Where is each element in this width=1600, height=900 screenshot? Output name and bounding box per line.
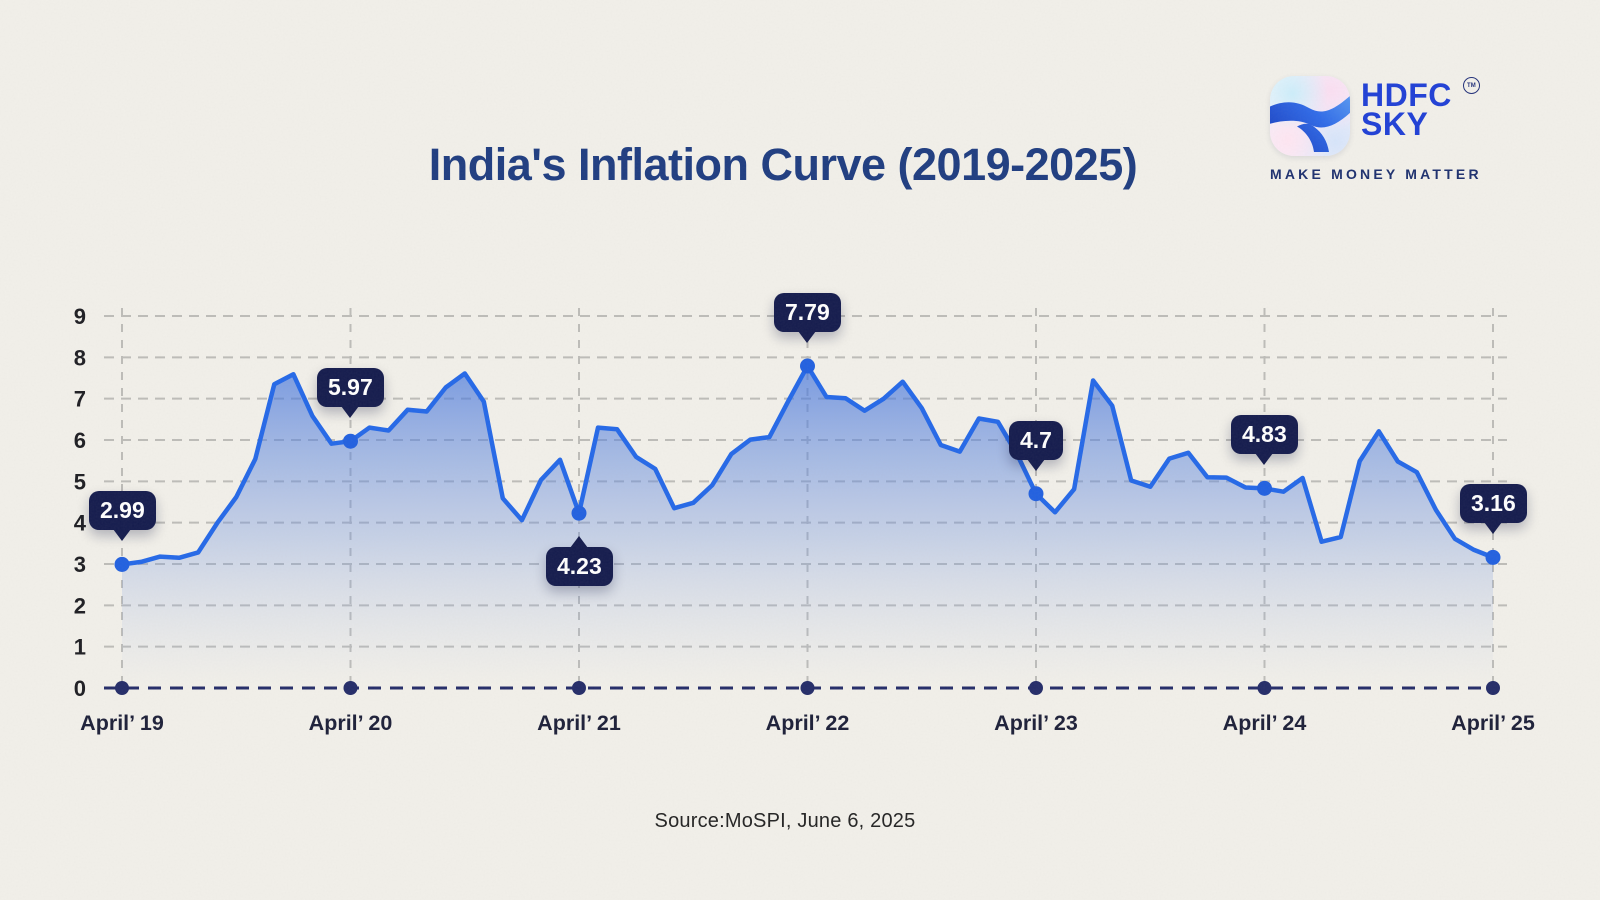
source-note: Source:MoSPI, June 6, 2025 [654, 810, 916, 832]
value-callout: 4.23 [546, 536, 613, 587]
x-tick-label: April’ 24 [1223, 711, 1307, 735]
callout-pointer [1255, 453, 1274, 466]
y-tick-label: 7 [74, 387, 86, 412]
data-point-dot [1485, 549, 1501, 565]
value-callout: 7.79 [774, 293, 841, 344]
x-axis-tick-dot [1257, 681, 1272, 695]
y-tick-label: 9 [74, 304, 86, 329]
value-callout-text: 4.83 [1242, 421, 1287, 447]
data-point-dot [571, 505, 587, 521]
y-tick-label: 3 [74, 552, 86, 577]
x-tick-label: April’ 19 [80, 711, 164, 735]
value-callout: 4.7 [1009, 421, 1063, 472]
x-axis-tick-dot [800, 681, 815, 695]
value-callout-text: 2.99 [100, 497, 145, 523]
value-callout-text: 5.97 [328, 374, 373, 400]
y-tick-label: 0 [74, 676, 86, 701]
x-axis-tick-dot [1029, 681, 1043, 695]
x-tick-label: April’ 22 [766, 711, 850, 735]
data-point-dot [1028, 486, 1044, 502]
value-callout: 2.99 [89, 491, 156, 542]
x-axis-tick-dot [1486, 681, 1500, 695]
data-point-dot [800, 358, 815, 374]
data-point-dot [1257, 480, 1272, 496]
series-layer [114, 358, 1501, 688]
data-point-dot [343, 433, 358, 449]
data-point-dot [114, 556, 130, 572]
x-tick-label: April’ 21 [537, 711, 621, 735]
y-tick-label: 6 [74, 428, 86, 453]
callout-pointer [1026, 459, 1045, 472]
value-callout: 4.83 [1231, 415, 1298, 466]
y-tick-label: 4 [74, 511, 87, 536]
x-tick-label: April’ 25 [1451, 711, 1535, 735]
x-tick-label: April’ 20 [309, 711, 393, 735]
value-callout-text: 7.79 [785, 299, 830, 325]
value-callout-text: 4.23 [557, 553, 602, 579]
callout-pointer [1484, 522, 1503, 535]
y-tick-label: 5 [74, 469, 86, 494]
y-tick-label: 1 [74, 635, 86, 660]
callout-pointer [341, 406, 360, 419]
x-axis-tick-dot [572, 681, 586, 695]
callout-pointer [798, 331, 817, 344]
callout-pointer [570, 536, 589, 548]
y-tick-label: 2 [74, 593, 86, 618]
x-axis-tick-dot [343, 681, 358, 695]
value-callout: 5.97 [317, 368, 384, 419]
value-callout-text: 3.16 [1471, 490, 1516, 516]
callout-pointer [113, 529, 132, 542]
value-callout-text: 4.7 [1020, 427, 1052, 453]
x-axis-tick-dot [115, 681, 129, 695]
value-callout: 3.16 [1460, 484, 1527, 535]
y-tick-label: 8 [74, 345, 86, 370]
x-tick-label: April’ 23 [994, 711, 1078, 735]
